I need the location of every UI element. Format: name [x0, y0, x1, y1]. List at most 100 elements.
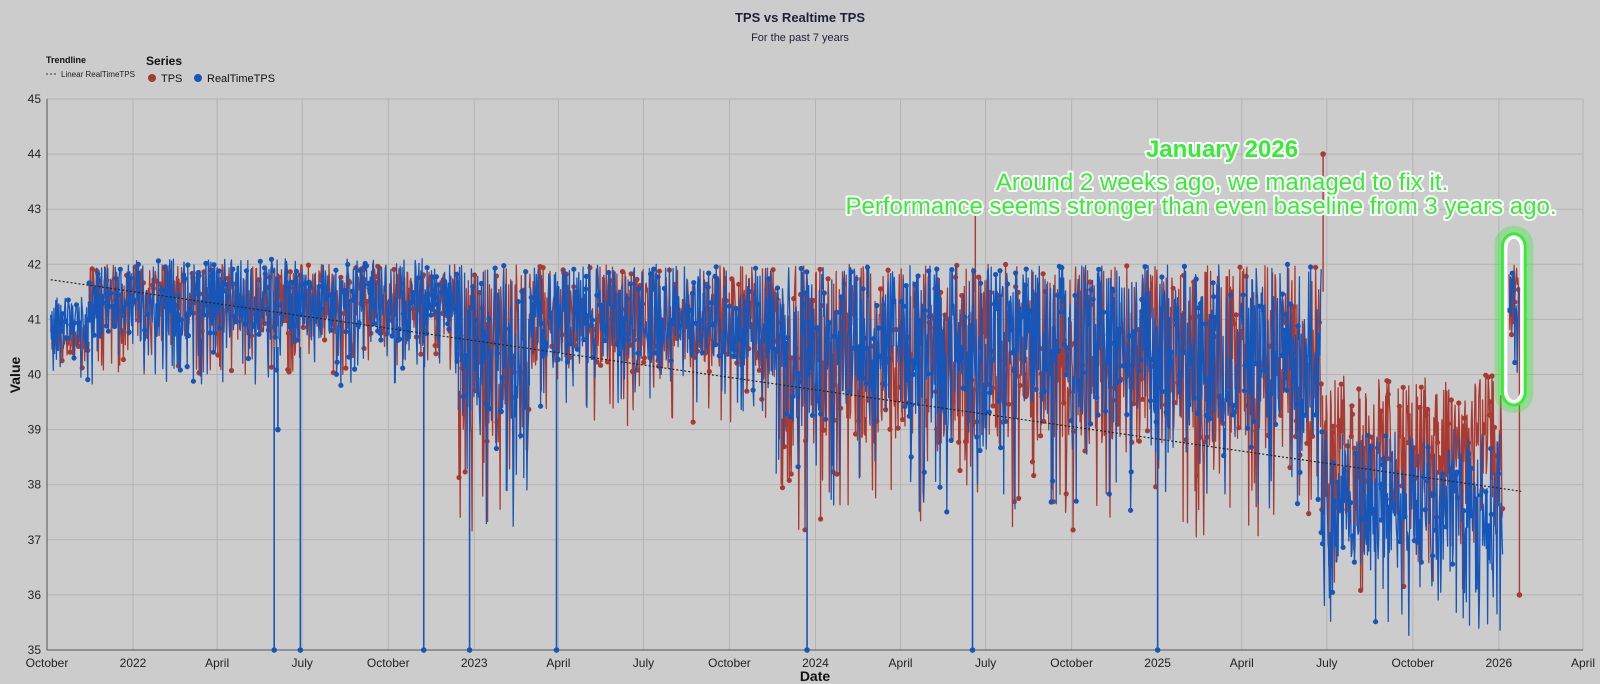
data-point	[455, 359, 460, 364]
data-point	[1006, 402, 1011, 407]
data-point	[113, 276, 118, 281]
data-point	[1468, 513, 1473, 518]
x-tick-label: 2025	[1144, 656, 1171, 670]
data-point	[709, 300, 714, 305]
data-point	[1111, 288, 1116, 293]
data-point	[1379, 409, 1384, 414]
data-point	[832, 382, 837, 387]
data-point	[622, 332, 627, 337]
data-point	[1241, 292, 1246, 297]
data-point	[1138, 357, 1143, 362]
legend-trendline-title: Trendline	[46, 55, 86, 65]
data-point	[573, 289, 578, 294]
data-point	[418, 352, 423, 357]
data-point	[1228, 292, 1233, 297]
data-point	[796, 464, 801, 469]
data-point	[1003, 419, 1008, 424]
data-point	[1443, 524, 1448, 529]
x-tick-label: April	[205, 656, 229, 670]
data-point	[1339, 428, 1344, 433]
data-point	[543, 340, 548, 345]
data-point	[1279, 353, 1284, 358]
data-point	[693, 321, 698, 326]
data-point	[1194, 473, 1199, 478]
data-point	[1208, 379, 1213, 384]
data-point	[1319, 530, 1324, 535]
data-point	[443, 311, 448, 316]
data-point	[911, 372, 916, 377]
data-point	[68, 350, 73, 355]
data-point	[877, 354, 882, 359]
data-point	[1339, 382, 1344, 387]
data-point	[826, 276, 831, 281]
data-point	[246, 356, 251, 361]
data-point	[1016, 308, 1021, 313]
data-point	[1431, 493, 1436, 498]
data-point	[871, 336, 876, 341]
data-point	[690, 291, 695, 296]
data-point	[461, 394, 466, 399]
data-point	[911, 361, 916, 366]
data-point	[870, 360, 875, 365]
data-point	[1397, 539, 1402, 544]
data-point	[1517, 592, 1523, 598]
data-point	[886, 268, 891, 273]
data-point	[1435, 440, 1440, 445]
y-tick-label: 42	[28, 257, 42, 271]
data-point	[1320, 541, 1325, 546]
data-point	[216, 268, 221, 273]
data-point	[350, 298, 355, 303]
data-point	[433, 302, 438, 307]
data-point	[185, 364, 190, 369]
data-point	[269, 257, 274, 262]
data-point	[1483, 489, 1488, 494]
data-point	[937, 485, 942, 490]
data-point	[290, 280, 295, 285]
y-axis-title: Value	[7, 357, 23, 394]
data-point	[404, 320, 409, 325]
data-point	[1237, 265, 1242, 270]
data-point	[1306, 511, 1311, 516]
data-point	[801, 302, 806, 307]
data-point	[916, 273, 921, 278]
data-point	[1282, 328, 1287, 333]
data-point	[993, 272, 998, 277]
data-point	[791, 296, 796, 301]
data-point	[589, 323, 594, 328]
data-point	[671, 321, 676, 326]
data-point	[927, 314, 932, 319]
data-point	[1249, 445, 1254, 450]
chart-title: TPS vs Realtime TPS	[735, 10, 865, 25]
data-point	[136, 262, 141, 267]
data-point	[501, 263, 506, 268]
data-point	[1091, 297, 1096, 302]
data-point	[1417, 405, 1422, 410]
data-point	[810, 413, 815, 418]
data-point	[583, 287, 588, 292]
data-point	[744, 389, 749, 394]
data-point	[108, 291, 113, 296]
data-point	[1350, 412, 1355, 417]
data-point	[1043, 367, 1048, 372]
y-tick-label: 40	[28, 368, 42, 382]
data-point	[1131, 329, 1136, 334]
data-point	[244, 268, 249, 273]
data-point	[401, 311, 406, 316]
data-point	[1319, 381, 1324, 386]
data-point	[1294, 401, 1299, 406]
data-point	[864, 381, 869, 386]
data-point	[651, 267, 656, 272]
data-point	[1128, 508, 1133, 513]
data-point	[343, 329, 348, 334]
legend-tps-label[interactable]: TPS	[161, 73, 182, 85]
data-point	[949, 438, 954, 443]
data-point	[201, 312, 206, 317]
legend-realtimetps-label[interactable]: RealTimeTPS	[207, 73, 275, 85]
data-point	[256, 332, 261, 337]
data-point	[1046, 362, 1051, 367]
data-point	[1253, 361, 1258, 366]
data-point	[732, 348, 737, 353]
data-point	[869, 378, 874, 383]
data-point	[581, 337, 586, 342]
data-point	[159, 288, 164, 293]
